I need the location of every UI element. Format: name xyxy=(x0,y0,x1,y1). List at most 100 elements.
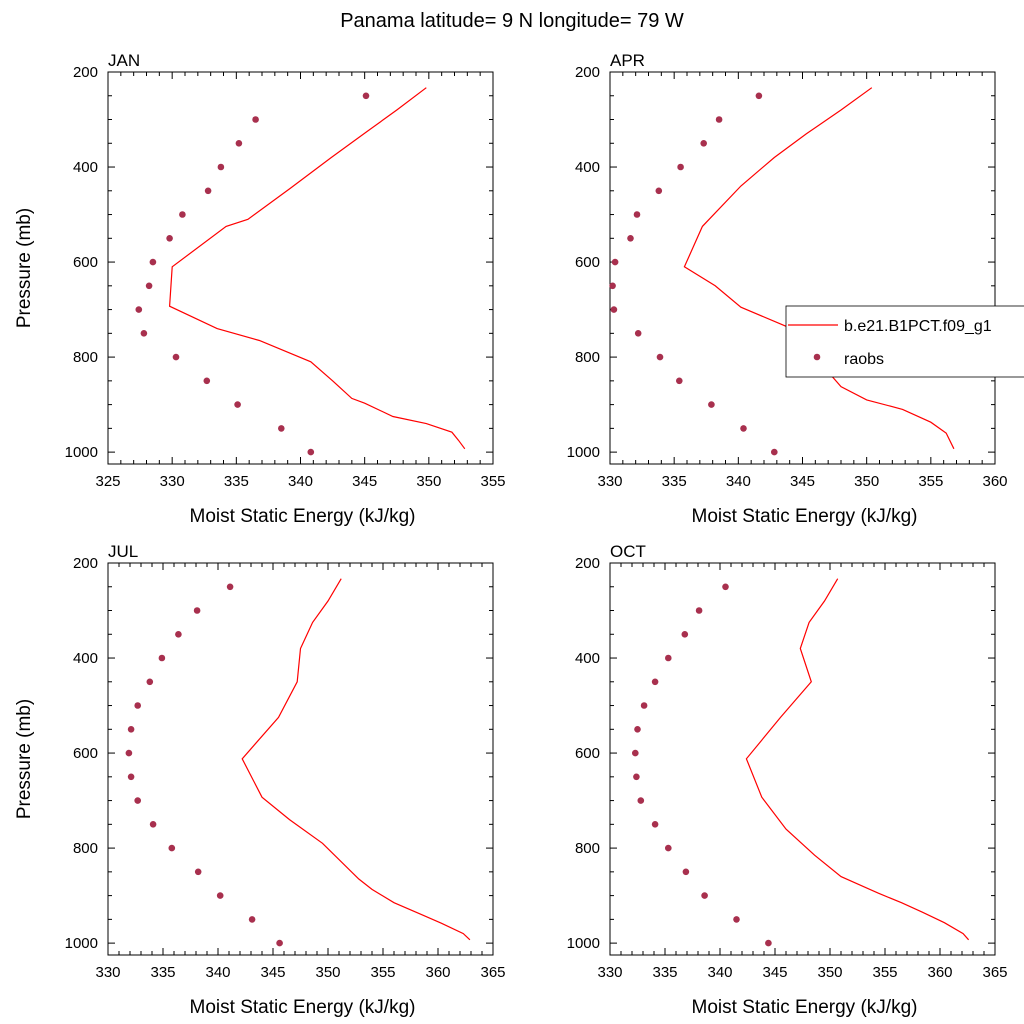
x-tick-label: 350 xyxy=(416,473,441,490)
raobs-point xyxy=(362,92,370,100)
raobs-point xyxy=(722,583,729,591)
x-tick-label: 365 xyxy=(480,964,505,981)
model-line-oct xyxy=(745,578,970,941)
raobs-point xyxy=(146,678,154,686)
raobs-point xyxy=(134,702,141,709)
raobs-point xyxy=(203,377,211,385)
raobs-point xyxy=(682,868,690,876)
raobs-point xyxy=(149,821,157,828)
raobs-point xyxy=(640,702,648,709)
raobs-point xyxy=(656,353,664,361)
x-tick-label: 360 xyxy=(982,473,1007,490)
x-tick-label: 360 xyxy=(425,964,450,981)
y-tick-label: 1000 xyxy=(567,444,600,461)
raobs-point xyxy=(226,583,234,591)
x-tick-label: 330 xyxy=(597,473,622,490)
y-axis-label: Pressure (mb) xyxy=(14,208,35,328)
x-tick-label: 340 xyxy=(707,964,732,981)
panel-apr: APR 330 335 340 345 350 355 360 200 400 600 800 1000… xyxy=(567,51,1008,527)
legend-label-model: b.e21.B1PCT.f09_g1 xyxy=(844,318,992,335)
raobs-point xyxy=(134,797,141,804)
raobs-point xyxy=(655,187,663,195)
y-tick-label: 1000 xyxy=(65,935,98,952)
raobs-point xyxy=(135,306,143,313)
raobs-point xyxy=(158,654,166,662)
x-tick-label: 350 xyxy=(315,964,340,981)
raobs-point xyxy=(765,939,772,947)
raobs-point xyxy=(715,116,723,123)
raobs-point xyxy=(166,235,173,242)
plot-frame-jul xyxy=(107,562,494,956)
panel-label-jan: JAN xyxy=(108,51,140,70)
raobs-point xyxy=(634,330,642,337)
panel-label-oct: OCT xyxy=(610,542,646,561)
raobs-point xyxy=(651,821,659,828)
raobs-point xyxy=(665,654,672,662)
x-tick-label: 350 xyxy=(817,964,842,981)
y-tick-label: 400 xyxy=(73,650,98,667)
y-tick-label: 400 xyxy=(575,159,600,176)
x-tick-label: 325 xyxy=(95,473,120,490)
y-tick-label: 800 xyxy=(73,840,98,857)
x-axis-label: Moist Static Energy (kJ/kg) xyxy=(190,997,416,1018)
raobs-point xyxy=(771,448,778,456)
y-tick-label: 200 xyxy=(73,64,98,81)
legend-marker-swatch xyxy=(813,353,821,361)
x-tick-label: 345 xyxy=(352,473,377,490)
plot-frame-apr xyxy=(609,71,996,465)
raobs-point xyxy=(611,258,619,266)
model-line-apr xyxy=(683,87,955,450)
raobs-point xyxy=(145,282,153,290)
x-tick-label: 330 xyxy=(597,964,622,981)
raobs-point xyxy=(140,330,148,337)
x-tick-label: 355 xyxy=(872,964,897,981)
raobs-point xyxy=(637,797,645,804)
x-tick-label: 365 xyxy=(982,964,1007,981)
raobs-point xyxy=(127,773,135,781)
model-line-jan xyxy=(168,87,466,450)
legend-box xyxy=(785,305,1024,378)
y-tick-label: 800 xyxy=(575,840,600,857)
raobs-point xyxy=(216,892,224,899)
panel-label-jul: JUL xyxy=(108,542,138,561)
raobs-point xyxy=(278,425,285,432)
x-tick-label: 345 xyxy=(260,964,285,981)
y-tick-label: 400 xyxy=(575,650,600,667)
raobs-point xyxy=(634,726,641,733)
y-tick-label: 400 xyxy=(73,159,98,176)
raobs-point xyxy=(204,187,212,195)
plot-frame-jan xyxy=(107,71,494,465)
raobs-point xyxy=(175,631,182,638)
x-tick-label: 335 xyxy=(662,473,687,490)
raobs-point xyxy=(676,377,683,385)
panel-jan: JAN 325 330 335 340 345 350 355 200 400 600 800 1000… xyxy=(14,51,506,527)
raobs-point xyxy=(708,401,715,408)
raobs-point xyxy=(149,258,157,266)
raobs-point xyxy=(125,749,133,757)
legend-label-raobs: raobs xyxy=(844,351,884,368)
raobs-point xyxy=(307,448,315,456)
x-tick-label: 335 xyxy=(224,473,249,490)
raobs-point xyxy=(700,140,707,147)
panel-label-apr: APR xyxy=(610,51,645,70)
plot-frame-oct xyxy=(609,562,996,956)
x-tick-label: 340 xyxy=(205,964,230,981)
raobs-point xyxy=(217,163,225,171)
raobs-point xyxy=(609,282,616,290)
x-tick-label: 335 xyxy=(150,964,175,981)
raobs-point xyxy=(610,306,618,313)
raobs-point xyxy=(235,140,243,147)
raobs-point xyxy=(194,868,202,876)
raobs-point xyxy=(193,607,201,614)
raobs-point xyxy=(234,401,241,408)
raobs-point xyxy=(695,607,703,614)
x-tick-label: 335 xyxy=(652,964,677,981)
raobs-point xyxy=(632,749,639,757)
y-axis-label: Pressure (mb) xyxy=(14,699,35,819)
raobs-point xyxy=(701,892,708,899)
x-tick-label: 330 xyxy=(160,473,185,490)
raobs-point xyxy=(633,773,640,781)
x-tick-label: 345 xyxy=(762,964,787,981)
x-tick-label: 330 xyxy=(95,964,120,981)
